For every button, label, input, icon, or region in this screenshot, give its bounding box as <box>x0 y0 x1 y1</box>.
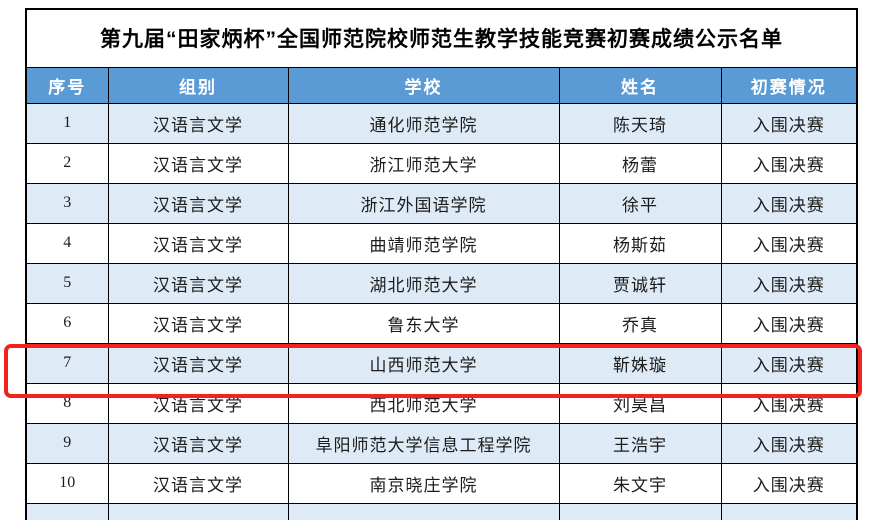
cell-no: 10 <box>25 462 109 504</box>
cell-status: 入围决赛 <box>720 382 858 424</box>
cell-status: 入围决赛 <box>720 342 858 384</box>
cell-status: 入围决赛 <box>720 142 858 184</box>
cell-name: 陈天琦 <box>558 102 722 144</box>
cell-school: 南京晓庄学院 <box>287 462 560 504</box>
column-header-group: 组别 <box>107 66 289 104</box>
cell-group: 汉语言文学 <box>107 342 289 384</box>
column-header-status: 初赛情况 <box>720 66 858 104</box>
cell-name: 乔真 <box>558 302 722 344</box>
table-row: 9 汉语言文学 阜阳师范大学信息工程学院 王浩宇 入围决赛 <box>25 422 858 464</box>
title-row: 第九届“田家炳杯”全国师范院校师范生教学技能竞赛初赛成绩公示名单 <box>25 8 858 68</box>
cell-status: 入围决赛 <box>720 302 858 344</box>
table-header-row: 序号 组别 学校 姓名 初赛情况 <box>25 66 858 104</box>
cell-no: 6 <box>25 302 109 344</box>
cell-no: 8 <box>25 382 109 424</box>
cell-group: 汉语言文学 <box>107 142 289 184</box>
cell-status: 入围决赛 <box>720 182 858 224</box>
cell-school: 鲁东大学 <box>287 302 560 344</box>
cell-name: 刘昊昌 <box>558 382 722 424</box>
cell-school: 曲靖师范学院 <box>287 222 560 264</box>
column-header-no: 序号 <box>25 66 109 104</box>
cell-group: 汉语言文学 <box>107 222 289 264</box>
table-row: 3 汉语言文学 浙江外国语学院 徐平 入围决赛 <box>25 182 858 224</box>
table-row: 6 汉语言文学 鲁东大学 乔真 入围决赛 <box>25 302 858 344</box>
page-title: 第九届“田家炳杯”全国师范院校师范生教学技能竞赛初赛成绩公示名单 <box>25 8 858 68</box>
cell-status: 入围决赛 <box>720 222 858 264</box>
cell-status: 入围决赛 <box>720 422 858 464</box>
table-row-partial <box>25 502 858 520</box>
results-table: 第九届“田家炳杯”全国师范院校师范生教学技能竞赛初赛成绩公示名单 序号 组别 学… <box>25 8 858 520</box>
cell-name: 王浩宇 <box>558 422 722 464</box>
table-row: 8 汉语言文学 西北师范大学 刘昊昌 入围决赛 <box>25 382 858 424</box>
cell-no: 7 <box>25 342 109 384</box>
cell-name: 贾诚轩 <box>558 262 722 304</box>
cell-group: 汉语言文学 <box>107 462 289 504</box>
cell-school: 山西师范大学 <box>287 342 560 384</box>
table-row: 5 汉语言文学 湖北师范大学 贾诚轩 入围决赛 <box>25 262 858 304</box>
cell-name: 杨蕾 <box>558 142 722 184</box>
table-row: 4 汉语言文学 曲靖师范学院 杨斯茹 入围决赛 <box>25 222 858 264</box>
cell-status: 入围决赛 <box>720 462 858 504</box>
cell-group: 汉语言文学 <box>107 302 289 344</box>
cell-group: 汉语言文学 <box>107 182 289 224</box>
cell-school: 湖北师范大学 <box>287 262 560 304</box>
cell-no: 2 <box>25 142 109 184</box>
table-row: 2 汉语言文学 浙江师范大学 杨蕾 入围决赛 <box>25 142 858 184</box>
cell-status: 入围决赛 <box>720 262 858 304</box>
cell-group: 汉语言文学 <box>107 382 289 424</box>
cell-school: 西北师范大学 <box>287 382 560 424</box>
cell-group: 汉语言文学 <box>107 262 289 304</box>
table-row: 10 汉语言文学 南京晓庄学院 朱文宇 入围决赛 <box>25 462 858 504</box>
cell-name: 徐平 <box>558 182 722 224</box>
cell-no: 1 <box>25 102 109 144</box>
column-header-name: 姓名 <box>558 66 722 104</box>
cell-no: 4 <box>25 222 109 264</box>
cell-no: 5 <box>25 262 109 304</box>
cell-school: 浙江师范大学 <box>287 142 560 184</box>
cell-name: 靳姝璇 <box>558 342 722 384</box>
column-header-school: 学校 <box>287 66 560 104</box>
cell-no: 3 <box>25 182 109 224</box>
table-row-highlighted: 7 汉语言文学 山西师范大学 靳姝璇 入围决赛 <box>25 342 858 384</box>
cell-group: 汉语言文学 <box>107 102 289 144</box>
cell-group: 汉语言文学 <box>107 422 289 464</box>
cell-school: 通化师范学院 <box>287 102 560 144</box>
table-row: 1 汉语言文学 通化师范学院 陈天琦 入围决赛 <box>25 102 858 144</box>
cell-school: 阜阳师范大学信息工程学院 <box>287 422 560 464</box>
cell-no: 9 <box>25 422 109 464</box>
cell-name: 朱文宇 <box>558 462 722 504</box>
cell-school: 浙江外国语学院 <box>287 182 560 224</box>
cell-status: 入围决赛 <box>720 102 858 144</box>
cell-name: 杨斯茹 <box>558 222 722 264</box>
